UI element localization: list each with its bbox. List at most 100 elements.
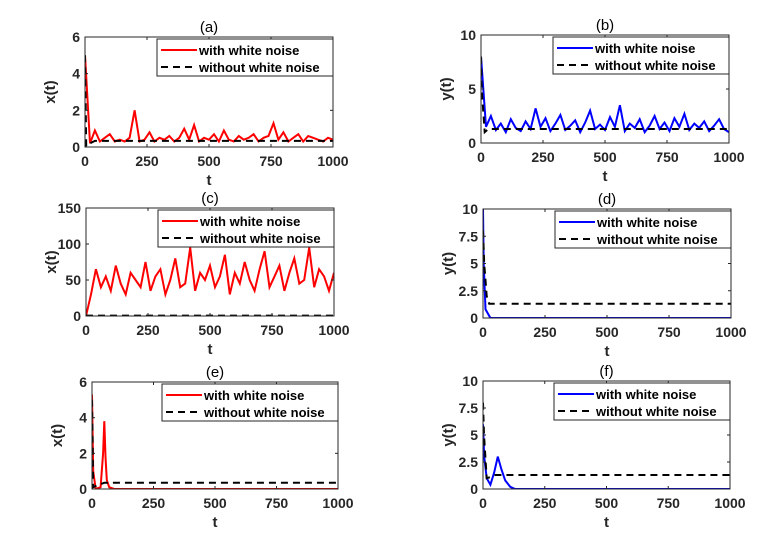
y-tick-label: 7.5 bbox=[459, 228, 479, 244]
subplot-e: 0 250 500 750 1000 0 2 4 6 t x(t) (e) with white noi… bbox=[49, 364, 354, 531]
legend-label: without white noise bbox=[595, 404, 717, 419]
x-tick-label: 750 bbox=[260, 322, 284, 338]
y-tick-label: 50 bbox=[65, 272, 81, 288]
legend-box bbox=[554, 210, 732, 249]
subplot-title: (a) bbox=[200, 19, 218, 36]
y-tick-label: 5 bbox=[468, 81, 476, 97]
legend-label: without white noise bbox=[596, 232, 718, 247]
x-axis-label: t bbox=[605, 343, 610, 360]
series-without-noise-line bbox=[481, 56, 729, 135]
y-tick-label: 6 bbox=[72, 29, 80, 45]
legend-label: with white noise bbox=[594, 41, 695, 56]
x-tick-label: 500 bbox=[593, 149, 617, 165]
y-tick-label: 2 bbox=[79, 445, 87, 461]
legend-label: without white noise bbox=[203, 405, 325, 420]
y-tick-label: 2.5 bbox=[459, 454, 479, 470]
y-tick-label: 6 bbox=[79, 374, 87, 390]
y-tick-label: 10 bbox=[462, 201, 478, 217]
x-tick-label: 750 bbox=[655, 149, 679, 165]
x-tick-label: 0 bbox=[479, 324, 487, 340]
x-tick-label: 500 bbox=[203, 495, 227, 511]
subplot-title: (f) bbox=[599, 363, 613, 380]
y-axis-label: y(t) bbox=[438, 77, 455, 100]
subplot-d: 0 250 500 750 1000 0 2.5 5 7.5 10 t y(t) (d) with whi… bbox=[440, 191, 747, 360]
subplot-b: 0 250 500 750 1000 0 5 10 t y(t) (b) with white noi… bbox=[438, 17, 745, 185]
x-tick-label: 250 bbox=[533, 495, 557, 511]
y-tick-label: 5 bbox=[470, 427, 478, 443]
x-tick-label: 0 bbox=[477, 149, 485, 165]
legend-label: with white noise bbox=[199, 214, 300, 229]
y-tick-label: 4 bbox=[72, 66, 80, 82]
y-tick-label: 0 bbox=[470, 310, 478, 326]
legend-label: with white noise bbox=[596, 215, 697, 230]
x-axis-label: t bbox=[208, 341, 213, 358]
y-tick-label: 2 bbox=[72, 102, 80, 118]
series-without-noise-line bbox=[85, 55, 333, 147]
x-tick-label: 1000 bbox=[317, 153, 348, 169]
legend-label: without white noise bbox=[594, 58, 716, 73]
series-with-noise-line bbox=[86, 247, 334, 316]
subplot-f: 0 250 500 750 1000 0 2.5 5 7.5 10 t y(t) (f) with whi… bbox=[440, 363, 746, 531]
subplot-title: (c) bbox=[201, 190, 219, 207]
subplot-title: (e) bbox=[206, 364, 224, 381]
legend: with white noise without white noise bbox=[161, 383, 339, 422]
y-tick-label: 7.5 bbox=[459, 400, 479, 416]
y-tick-label: 4 bbox=[79, 410, 87, 426]
x-axis-label: t bbox=[603, 168, 608, 185]
y-axis-label: y(t) bbox=[440, 252, 457, 275]
subplot-title: (b) bbox=[596, 17, 614, 34]
y-tick-label: 5 bbox=[470, 256, 478, 272]
x-tick-label: 1000 bbox=[318, 322, 349, 338]
legend-label: with white noise bbox=[595, 387, 696, 402]
x-tick-label: 500 bbox=[197, 153, 221, 169]
legend-box bbox=[157, 209, 335, 248]
y-axis-label: x(t) bbox=[43, 250, 60, 273]
x-tick-label: 0 bbox=[82, 322, 90, 338]
x-tick-label: 750 bbox=[657, 495, 681, 511]
x-tick-label: 500 bbox=[198, 322, 222, 338]
legend-box bbox=[553, 382, 731, 421]
x-axis-label: t bbox=[207, 172, 212, 189]
x-tick-label: 1000 bbox=[715, 324, 746, 340]
x-tick-label: 750 bbox=[259, 153, 283, 169]
x-axis-label: t bbox=[213, 514, 218, 531]
x-tick-label: 750 bbox=[657, 324, 681, 340]
subplot-title: (d) bbox=[598, 191, 616, 208]
y-axis-label: x(t) bbox=[42, 80, 59, 103]
legend-label: with white noise bbox=[198, 43, 299, 58]
y-tick-label: 0 bbox=[79, 481, 87, 497]
y-tick-label: 0 bbox=[73, 308, 81, 324]
legend: with white noise without white noise bbox=[553, 382, 731, 421]
series-without-noise-line bbox=[483, 230, 731, 305]
x-tick-label: 0 bbox=[479, 495, 487, 511]
y-tick-label: 10 bbox=[460, 27, 476, 43]
x-tick-label: 500 bbox=[595, 495, 619, 511]
legend-label: without white noise bbox=[198, 60, 320, 75]
legend-box bbox=[156, 38, 334, 77]
y-tick-label: 150 bbox=[58, 200, 82, 216]
series-with-noise-line bbox=[483, 424, 730, 489]
x-tick-label: 1000 bbox=[322, 495, 353, 511]
y-tick-label: 0 bbox=[72, 139, 80, 155]
y-axis-label: y(t) bbox=[440, 423, 457, 446]
x-tick-label: 250 bbox=[136, 322, 160, 338]
legend: with white noise without white noise bbox=[554, 210, 732, 249]
legend-label: without white noise bbox=[199, 231, 321, 246]
x-tick-label: 250 bbox=[531, 149, 555, 165]
legend: with white noise without white noise bbox=[157, 209, 335, 248]
y-tick-label: 0 bbox=[470, 481, 478, 497]
x-tick-label: 1000 bbox=[714, 495, 745, 511]
legend: with white noise without white noise bbox=[552, 36, 730, 75]
series-with-noise-line bbox=[92, 394, 338, 489]
y-tick-label: 2.5 bbox=[459, 283, 479, 299]
x-tick-label: 250 bbox=[142, 495, 166, 511]
series-without-noise-line bbox=[483, 402, 730, 480]
x-tick-label: 1000 bbox=[713, 149, 744, 165]
legend-label: with white noise bbox=[203, 388, 304, 403]
legend-box bbox=[161, 383, 339, 422]
x-tick-label: 0 bbox=[81, 153, 89, 169]
legend-box bbox=[552, 36, 730, 75]
x-tick-label: 750 bbox=[265, 495, 289, 511]
y-axis-label: x(t) bbox=[49, 424, 66, 447]
